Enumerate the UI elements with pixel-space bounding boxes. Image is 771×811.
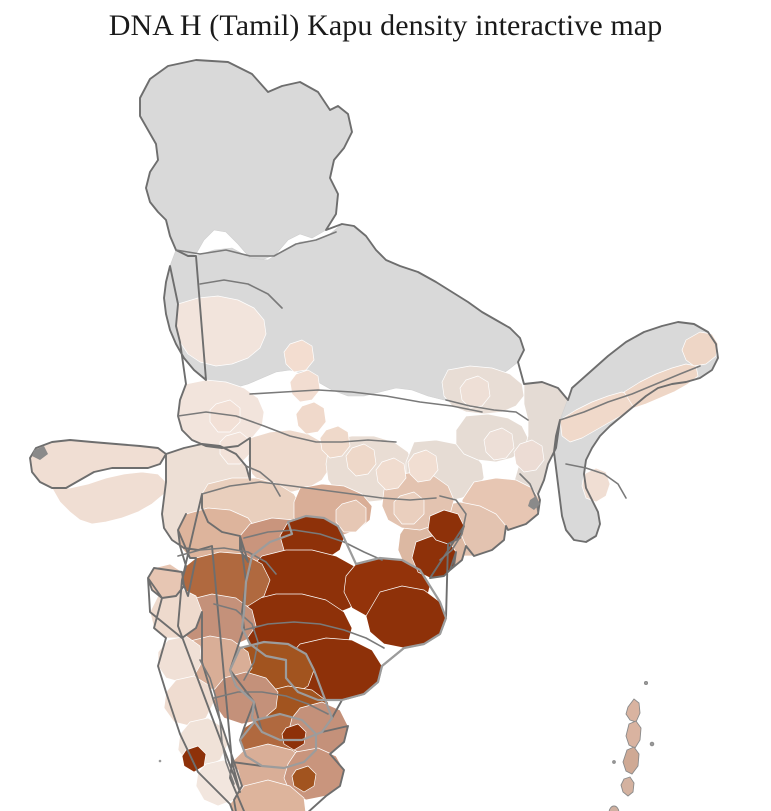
district-tint-up-3 — [295, 401, 327, 435]
map-canvas[interactable] — [0, 44, 771, 811]
high-density-cluster-outline — [228, 514, 448, 770]
page-title: DNA H (Tamil) Kapu density interactive m… — [108, 9, 663, 42]
state-border-odisha-cg — [439, 495, 467, 561]
district-tint-mp-4 — [407, 449, 439, 483]
state-border-punjab-haryana — [199, 279, 283, 309]
india-national-boundary — [29, 59, 719, 811]
state-border-mp-maharashtra — [201, 481, 437, 501]
island-middle-andaman — [625, 720, 642, 749]
landmass-base — [139, 59, 525, 401]
district-tint-jh-1 — [483, 427, 515, 461]
state-border-ne-south — [565, 463, 627, 499]
district-mp-west — [247, 429, 331, 493]
island-little-andaman — [620, 776, 635, 797]
district-tint-mh-1 — [335, 499, 367, 533]
district-patch-hot-b — [291, 765, 317, 793]
district-tint-bih-1 — [459, 375, 491, 409]
state-border-ap-telangana — [243, 621, 385, 649]
state-border-jk-hp — [175, 231, 337, 257]
lakshadweep-dot-a — [158, 759, 162, 763]
state-border-karnataka-ap — [213, 603, 259, 681]
district-patch-hot-c — [281, 723, 307, 751]
district-tint-wb-1 — [513, 439, 545, 473]
boundary-overlays — [29, 59, 719, 811]
district-tint-raj-1 — [209, 399, 241, 433]
island-north-andaman — [625, 698, 641, 723]
district-rajasthan-north — [175, 295, 267, 367]
hot-cluster-edge — [240, 514, 448, 702]
district-assam-valley-east — [681, 331, 719, 367]
district-tint-up-1 — [283, 339, 315, 373]
state-border-gujarat-mp — [245, 465, 281, 497]
island-dot-c — [612, 760, 616, 764]
island-south-andaman — [622, 746, 640, 775]
state-border-kerala-tn — [199, 659, 235, 785]
diu-mark — [32, 446, 48, 460]
district-group-northeast[interactable] — [553, 321, 719, 543]
state-border-tn-karnataka — [213, 691, 329, 715]
state-border-rajasthan-mp — [177, 411, 397, 443]
district-tint-mp-2 — [345, 443, 377, 477]
india-choropleth-svg[interactable] — [0, 44, 771, 811]
state-border-karnataka-mh — [177, 547, 277, 575]
state-border-ne-assam — [559, 365, 701, 421]
state-border-up-mp — [249, 389, 483, 413]
district-tint-up-2 — [289, 369, 321, 403]
district-tint-mp-3 — [375, 457, 407, 491]
district-saurashtra — [51, 471, 167, 525]
hot-cluster-edge-tn — [238, 712, 318, 770]
andaman-nicobar-islands[interactable] — [608, 680, 673, 811]
hot-cluster-edge-rayalaseema — [228, 640, 334, 742]
district-group-south[interactable] — [147, 477, 465, 811]
island-dot-a — [643, 680, 649, 686]
india-base-landmass — [139, 59, 353, 261]
island-car-nicobar — [608, 805, 620, 811]
coastal-mark-ne — [528, 496, 540, 510]
offshore-marks — [32, 446, 540, 763]
district-tn-south — [229, 779, 306, 811]
state-border-bihar-jharkhand — [445, 399, 529, 421]
island-dot-b — [649, 741, 655, 747]
state-border-mh-telangana — [243, 529, 383, 561]
